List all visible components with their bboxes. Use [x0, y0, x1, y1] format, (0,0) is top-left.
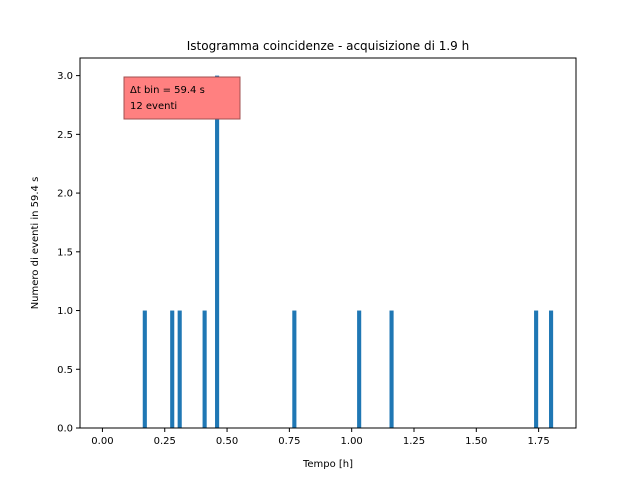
plot-frame — [79, 57, 577, 429]
bars-group — [142, 75, 554, 428]
x-tick-label-0: 0.00 — [91, 436, 113, 447]
y-tick-label-0: 0.0 — [57, 424, 73, 435]
bar-4 — [215, 75, 220, 428]
x-tick-label-5: 1.25 — [403, 436, 425, 447]
bar-0 — [142, 310, 147, 428]
bar-5 — [292, 310, 297, 428]
x-tick-label-2: 0.50 — [216, 436, 238, 447]
y-tick-label-5: 2.5 — [57, 130, 73, 141]
bar-2 — [177, 310, 182, 428]
bar-9 — [549, 310, 554, 428]
annotation-box: Δt bin = 59.4 s 12 eventi — [123, 76, 241, 120]
x-tick-label-1: 0.25 — [154, 436, 176, 447]
annotation-line-1: Δt bin = 59.4 s — [130, 85, 205, 96]
y-tick-label-6: 3.0 — [57, 71, 73, 82]
y-tick-label-3: 1.5 — [57, 247, 73, 258]
y-tick-label-4: 2.0 — [57, 189, 73, 200]
bar-3 — [202, 310, 207, 428]
annotation-line-2: 12 eventi — [130, 101, 177, 112]
x-tick-label-3: 0.75 — [278, 436, 300, 447]
annotation-background — [123, 76, 241, 120]
chart-title: Istogramma coincidenze - acquisizione di… — [187, 39, 470, 53]
x-ticks-group: 0.00 0.25 0.50 0.75 1.00 1.25 1.50 1.75 — [91, 428, 550, 447]
x-axis-label: Tempo [h] — [302, 459, 353, 470]
bar-7 — [389, 310, 394, 428]
x-tick-label-6: 1.50 — [465, 436, 487, 447]
y-axis-label: Numero di eventi in 59.4 s — [30, 177, 41, 310]
bar-8 — [534, 310, 539, 428]
y-ticks-group: 0.0 0.5 1.0 1.5 2.0 2.5 3.0 — [57, 71, 80, 435]
x-tick-label-7: 1.75 — [527, 436, 549, 447]
y-tick-label-2: 1.0 — [57, 306, 73, 317]
bar-1 — [170, 310, 175, 428]
y-tick-label-1: 0.5 — [57, 365, 73, 376]
bar-6 — [357, 310, 362, 428]
x-tick-label-4: 1.00 — [341, 436, 363, 447]
